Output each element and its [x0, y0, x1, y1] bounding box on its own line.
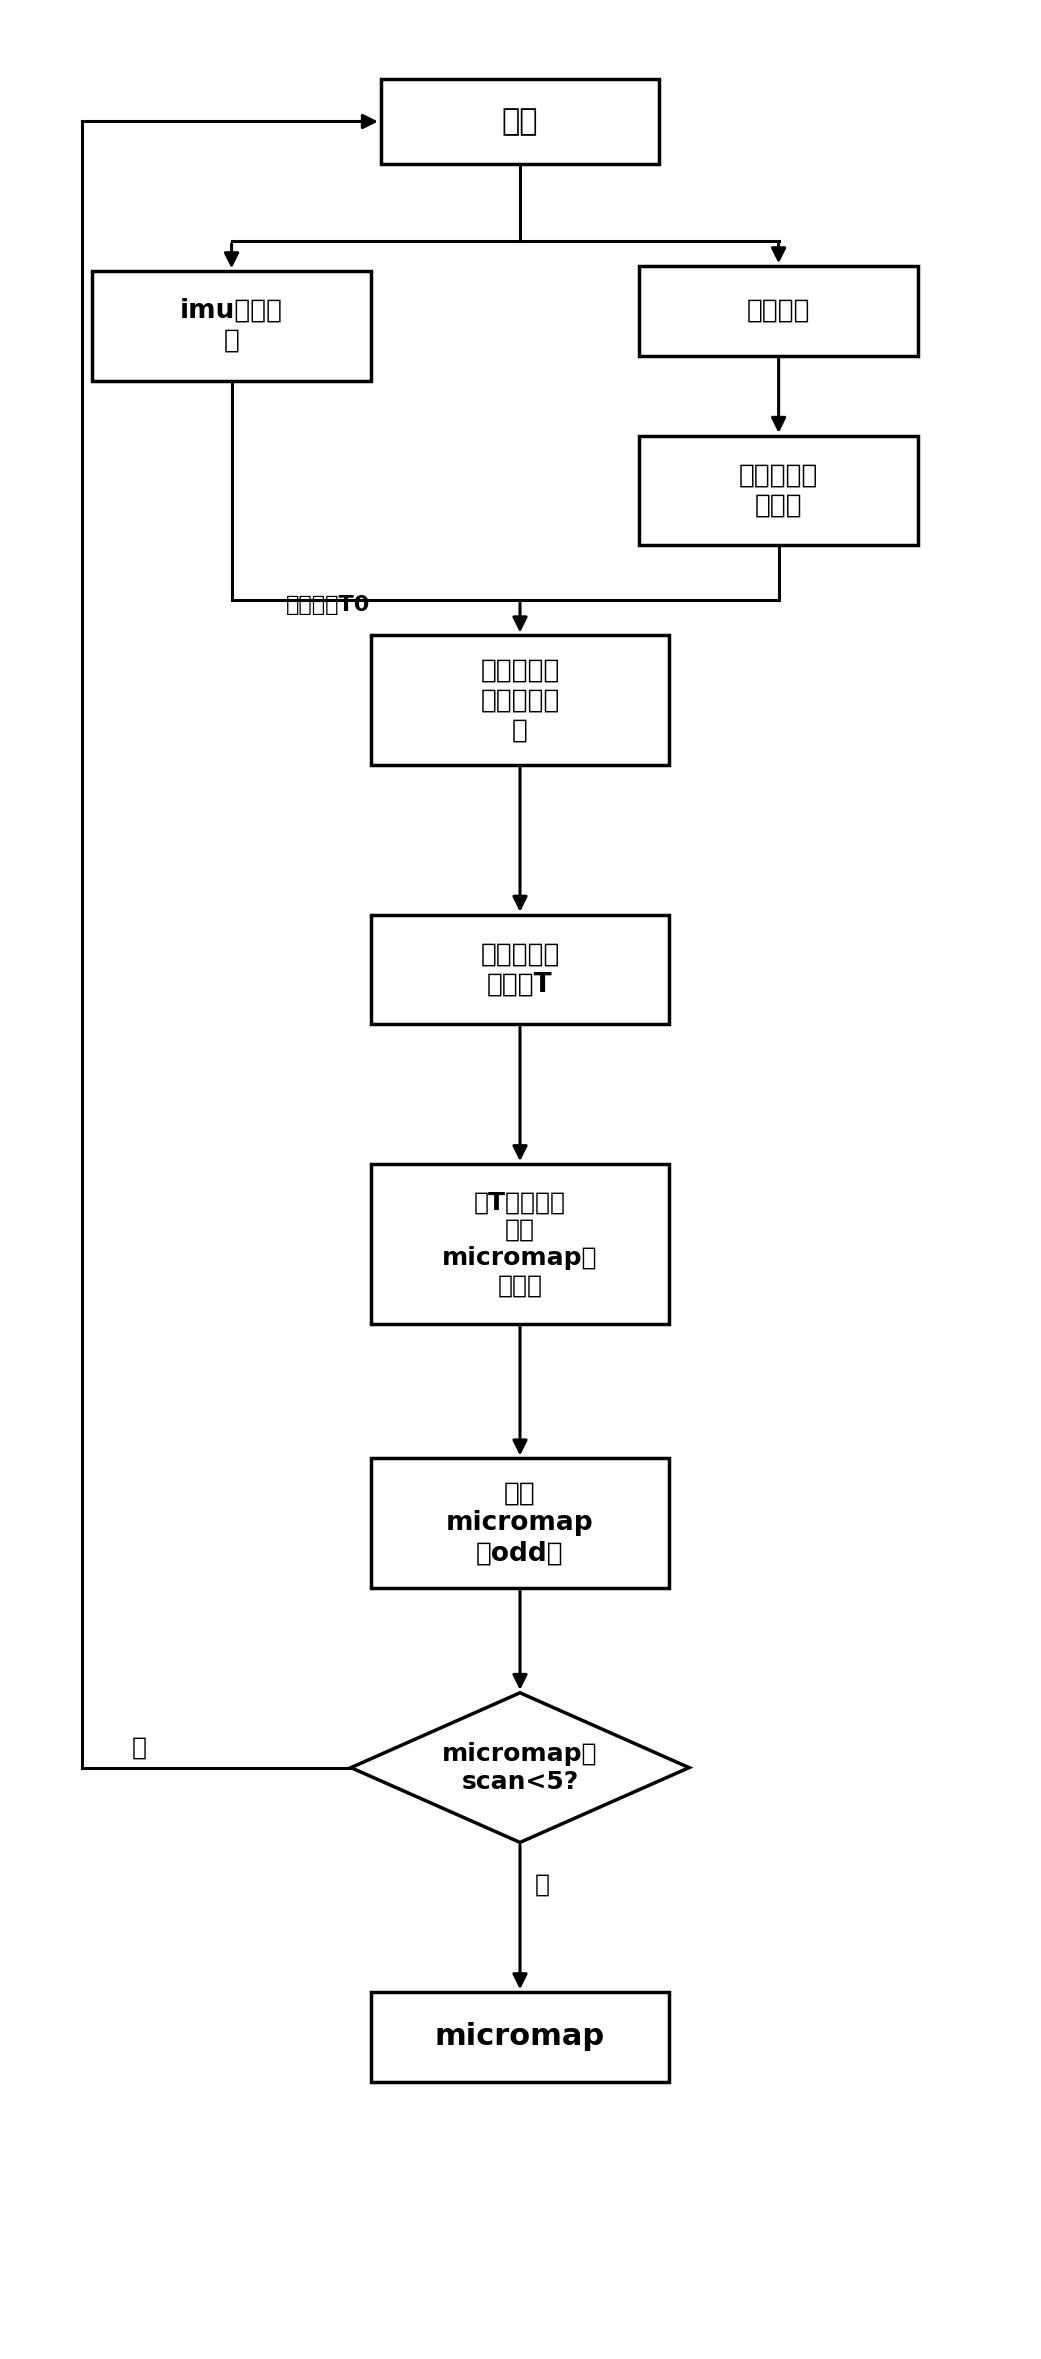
Bar [371, 635, 669, 764]
Text: 更新
micromap
的odd值: 更新 micromap 的odd值 [447, 1479, 593, 1566]
Bar [371, 1991, 669, 2083]
Text: 构建占据栅
格地图: 构建占据栅 格地图 [739, 462, 818, 519]
Text: micromap的
scan<5?: micromap的 scan<5? [442, 1741, 598, 1793]
Polygon shape [351, 1694, 689, 1842]
Text: 构建非线性
最小二乘模
型: 构建非线性 最小二乘模 型 [480, 658, 560, 743]
Bar [371, 1163, 669, 1323]
Text: 用T将地图投
影到
micromap坐
标系上: 用T将地图投 影到 micromap坐 标系上 [442, 1191, 598, 1297]
Bar [639, 267, 918, 356]
Bar [371, 915, 669, 1024]
Text: 是: 是 [535, 1873, 550, 1897]
Bar [639, 436, 918, 545]
Bar [381, 80, 659, 163]
Text: 开始: 开始 [502, 106, 538, 137]
Text: 激光雷达: 激光雷达 [746, 297, 810, 323]
Text: 最优位姿变
换矩阵T: 最优位姿变 换矩阵T [480, 941, 560, 998]
Bar [371, 1458, 669, 1588]
Text: micromap: micromap [435, 2022, 605, 2052]
Text: imu姿态解
算: imu姿态解 算 [180, 297, 283, 354]
Bar [93, 271, 371, 380]
Text: 初始位姿T0: 初始位姿T0 [286, 594, 371, 616]
Text: 否: 否 [132, 1736, 147, 1760]
